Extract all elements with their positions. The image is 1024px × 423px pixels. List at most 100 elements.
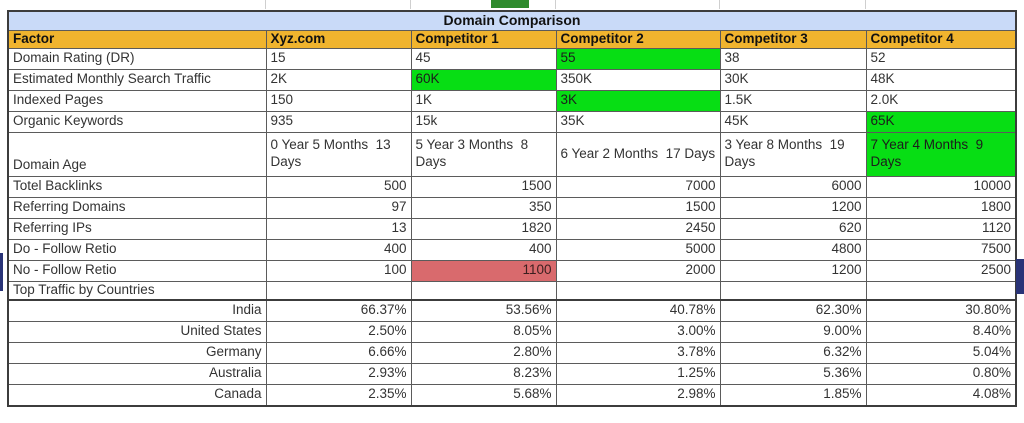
- value-cell[interactable]: 9.00%: [719, 320, 867, 343]
- value-cell[interactable]: 30.80%: [865, 299, 1017, 322]
- value-cell[interactable]: 1K: [410, 89, 557, 112]
- value-cell[interactable]: 60K: [410, 68, 557, 91]
- value-cell[interactable]: 45: [410, 47, 557, 70]
- factor-cell[interactable]: Top Traffic by Countries: [7, 280, 267, 301]
- value-cell[interactable]: 350: [410, 196, 557, 219]
- value-cell[interactable]: 66.37%: [265, 299, 412, 322]
- value-cell[interactable]: 55: [555, 47, 721, 70]
- factor-cell[interactable]: Domain Age: [7, 131, 267, 177]
- value-cell[interactable]: 30K: [719, 68, 867, 91]
- column-header-competitor-1[interactable]: Competitor 1: [410, 29, 557, 49]
- value-cell[interactable]: [865, 280, 1017, 301]
- value-cell[interactable]: 935: [265, 110, 412, 133]
- value-cell[interactable]: 97: [265, 196, 412, 219]
- value-cell[interactable]: 8.05%: [410, 320, 557, 343]
- value-cell[interactable]: 1100: [410, 259, 557, 282]
- value-cell[interactable]: 53.56%: [410, 299, 557, 322]
- value-cell[interactable]: 1.25%: [555, 362, 721, 385]
- value-cell[interactable]: 7 Year 4 Months 9 Days: [865, 131, 1017, 177]
- factor-cell[interactable]: Totel Backlinks: [7, 175, 267, 198]
- value-cell[interactable]: 3 Year 8 Months 19 Days: [719, 131, 867, 177]
- value-cell[interactable]: 620: [719, 217, 867, 240]
- value-cell[interactable]: 1120: [865, 217, 1017, 240]
- value-cell[interactable]: 8.23%: [410, 362, 557, 385]
- value-cell[interactable]: 6 Year 2 Months 17 Days: [555, 131, 721, 177]
- factor-cell[interactable]: Do - Follow Retio: [7, 238, 267, 261]
- value-cell[interactable]: 4800: [719, 238, 867, 261]
- value-cell[interactable]: 1200: [719, 196, 867, 219]
- value-cell[interactable]: 2500: [865, 259, 1017, 282]
- value-cell[interactable]: 2000: [555, 259, 721, 282]
- value-cell[interactable]: 3.00%: [555, 320, 721, 343]
- value-cell[interactable]: 45K: [719, 110, 867, 133]
- factor-cell[interactable]: Referring Domains: [7, 196, 267, 219]
- factor-cell[interactable]: Canada: [7, 383, 267, 406]
- value-cell[interactable]: 5000: [555, 238, 721, 261]
- value-cell[interactable]: 48K: [865, 68, 1017, 91]
- value-cell[interactable]: 100: [265, 259, 412, 282]
- factor-cell[interactable]: United States: [7, 320, 267, 343]
- factor-cell[interactable]: Estimated Monthly Search Traffic: [7, 68, 267, 91]
- value-cell[interactable]: 1.5K: [719, 89, 867, 112]
- value-cell[interactable]: 10000: [865, 175, 1017, 198]
- value-cell[interactable]: 0.80%: [865, 362, 1017, 385]
- value-cell[interactable]: 2.93%: [265, 362, 412, 385]
- value-cell[interactable]: 15k: [410, 110, 557, 133]
- value-cell[interactable]: [719, 280, 867, 301]
- value-cell[interactable]: 62.30%: [719, 299, 867, 322]
- value-cell[interactable]: 40.78%: [555, 299, 721, 322]
- value-cell[interactable]: 6000: [719, 175, 867, 198]
- value-cell[interactable]: 2K: [265, 68, 412, 91]
- value-cell[interactable]: 400: [265, 238, 412, 261]
- column-header-competitor-4[interactable]: Competitor 4: [865, 29, 1017, 49]
- value-cell[interactable]: 65K: [865, 110, 1017, 133]
- value-cell[interactable]: 7000: [555, 175, 721, 198]
- factor-cell[interactable]: Organic Keywords: [7, 110, 267, 133]
- factor-cell[interactable]: Indexed Pages: [7, 89, 267, 112]
- value-cell[interactable]: 1500: [555, 196, 721, 219]
- value-cell[interactable]: 3.78%: [555, 341, 721, 364]
- column-header-competitor-3[interactable]: Competitor 3: [719, 29, 867, 49]
- value-cell[interactable]: [265, 280, 412, 301]
- value-cell[interactable]: [555, 280, 721, 301]
- value-cell[interactable]: 350K: [555, 68, 721, 91]
- value-cell[interactable]: 4.08%: [865, 383, 1017, 406]
- value-cell[interactable]: 500: [265, 175, 412, 198]
- value-cell[interactable]: 1500: [410, 175, 557, 198]
- value-cell[interactable]: 150: [265, 89, 412, 112]
- value-cell[interactable]: [410, 280, 557, 301]
- value-cell[interactable]: 1.85%: [719, 383, 867, 406]
- column-header-xyz[interactable]: Xyz.com: [265, 29, 412, 49]
- value-cell[interactable]: 5.68%: [410, 383, 557, 406]
- value-cell[interactable]: 2.35%: [265, 383, 412, 406]
- value-cell[interactable]: 5 Year 3 Months 8 Days: [410, 131, 557, 177]
- value-cell[interactable]: 5.36%: [719, 362, 867, 385]
- page-title[interactable]: Domain Comparison: [7, 10, 1017, 31]
- value-cell[interactable]: 7500: [865, 238, 1017, 261]
- value-cell[interactable]: 2.50%: [265, 320, 412, 343]
- value-cell[interactable]: 2.98%: [555, 383, 721, 406]
- value-cell[interactable]: 38: [719, 47, 867, 70]
- factor-cell[interactable]: Domain Rating (DR): [7, 47, 267, 70]
- value-cell[interactable]: 1800: [865, 196, 1017, 219]
- value-cell[interactable]: 1820: [410, 217, 557, 240]
- value-cell[interactable]: 35K: [555, 110, 721, 133]
- value-cell[interactable]: 3K: [555, 89, 721, 112]
- value-cell[interactable]: 5.04%: [865, 341, 1017, 364]
- value-cell[interactable]: 6.66%: [265, 341, 412, 364]
- value-cell[interactable]: 6.32%: [719, 341, 867, 364]
- value-cell[interactable]: 2.80%: [410, 341, 557, 364]
- factor-cell[interactable]: India: [7, 299, 267, 322]
- column-header-competitor-2[interactable]: Competitor 2: [555, 29, 721, 49]
- value-cell[interactable]: 1200: [719, 259, 867, 282]
- factor-cell[interactable]: Australia: [7, 362, 267, 385]
- column-header-factor[interactable]: Factor: [7, 29, 267, 49]
- factor-cell[interactable]: Referring IPs: [7, 217, 267, 240]
- value-cell[interactable]: 13: [265, 217, 412, 240]
- value-cell[interactable]: 8.40%: [865, 320, 1017, 343]
- value-cell[interactable]: 2450: [555, 217, 721, 240]
- value-cell[interactable]: 0 Year 5 Months 13 Days: [265, 131, 412, 177]
- value-cell[interactable]: 400: [410, 238, 557, 261]
- factor-cell[interactable]: No - Follow Retio: [7, 259, 267, 282]
- value-cell[interactable]: 15: [265, 47, 412, 70]
